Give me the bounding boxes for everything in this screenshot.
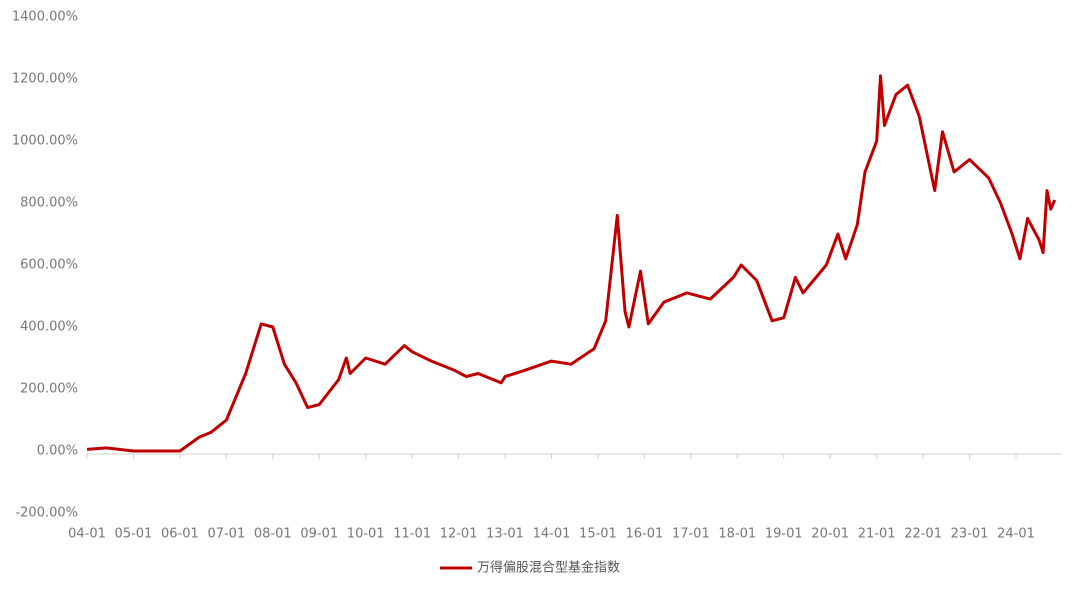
y-tick-label: 1000.00% <box>12 134 78 149</box>
x-tick-label: 17-01 <box>672 527 710 542</box>
x-tick-label: 13-01 <box>486 527 524 542</box>
y-tick-label: 0.00% <box>37 444 78 459</box>
y-tick-label: -200.00% <box>15 506 78 521</box>
y-tick-label: 400.00% <box>20 320 78 335</box>
x-tick-label: 20-01 <box>811 527 849 542</box>
y-tick-label: 600.00% <box>20 258 78 273</box>
x-tick-label: 04-01 <box>68 527 106 542</box>
x-tick-label: 14-01 <box>533 527 571 542</box>
x-tick-label: 08-01 <box>254 527 292 542</box>
x-tick-label: 07-01 <box>207 527 245 542</box>
x-tick-label: 23-01 <box>951 527 989 542</box>
x-tick-label: 18-01 <box>718 527 756 542</box>
x-tick-label: 11-01 <box>393 527 431 542</box>
x-tick-label: 15-01 <box>579 527 617 542</box>
x-tick-label: 12-01 <box>440 527 478 542</box>
x-tick-label: 06-01 <box>161 527 199 542</box>
x-tick-label: 16-01 <box>626 527 664 542</box>
y-tick-label: 1400.00% <box>12 10 78 25</box>
x-tick-label: 22-01 <box>904 527 942 542</box>
x-tick-label: 19-01 <box>765 527 803 542</box>
y-tick-label: 1200.00% <box>12 72 78 87</box>
y-tick-label: 800.00% <box>20 196 78 211</box>
x-tick-label: 09-01 <box>300 527 338 542</box>
x-tick-label: 21-01 <box>858 527 896 542</box>
x-tick-label: 05-01 <box>115 527 153 542</box>
x-tick-label: 10-01 <box>347 527 385 542</box>
line-series <box>86 74 1057 453</box>
x-tick-label: 24-01 <box>997 527 1035 542</box>
y-tick-label: 200.00% <box>20 382 78 397</box>
legend-label: 万得偏股混合型基金指数 <box>477 560 620 576</box>
